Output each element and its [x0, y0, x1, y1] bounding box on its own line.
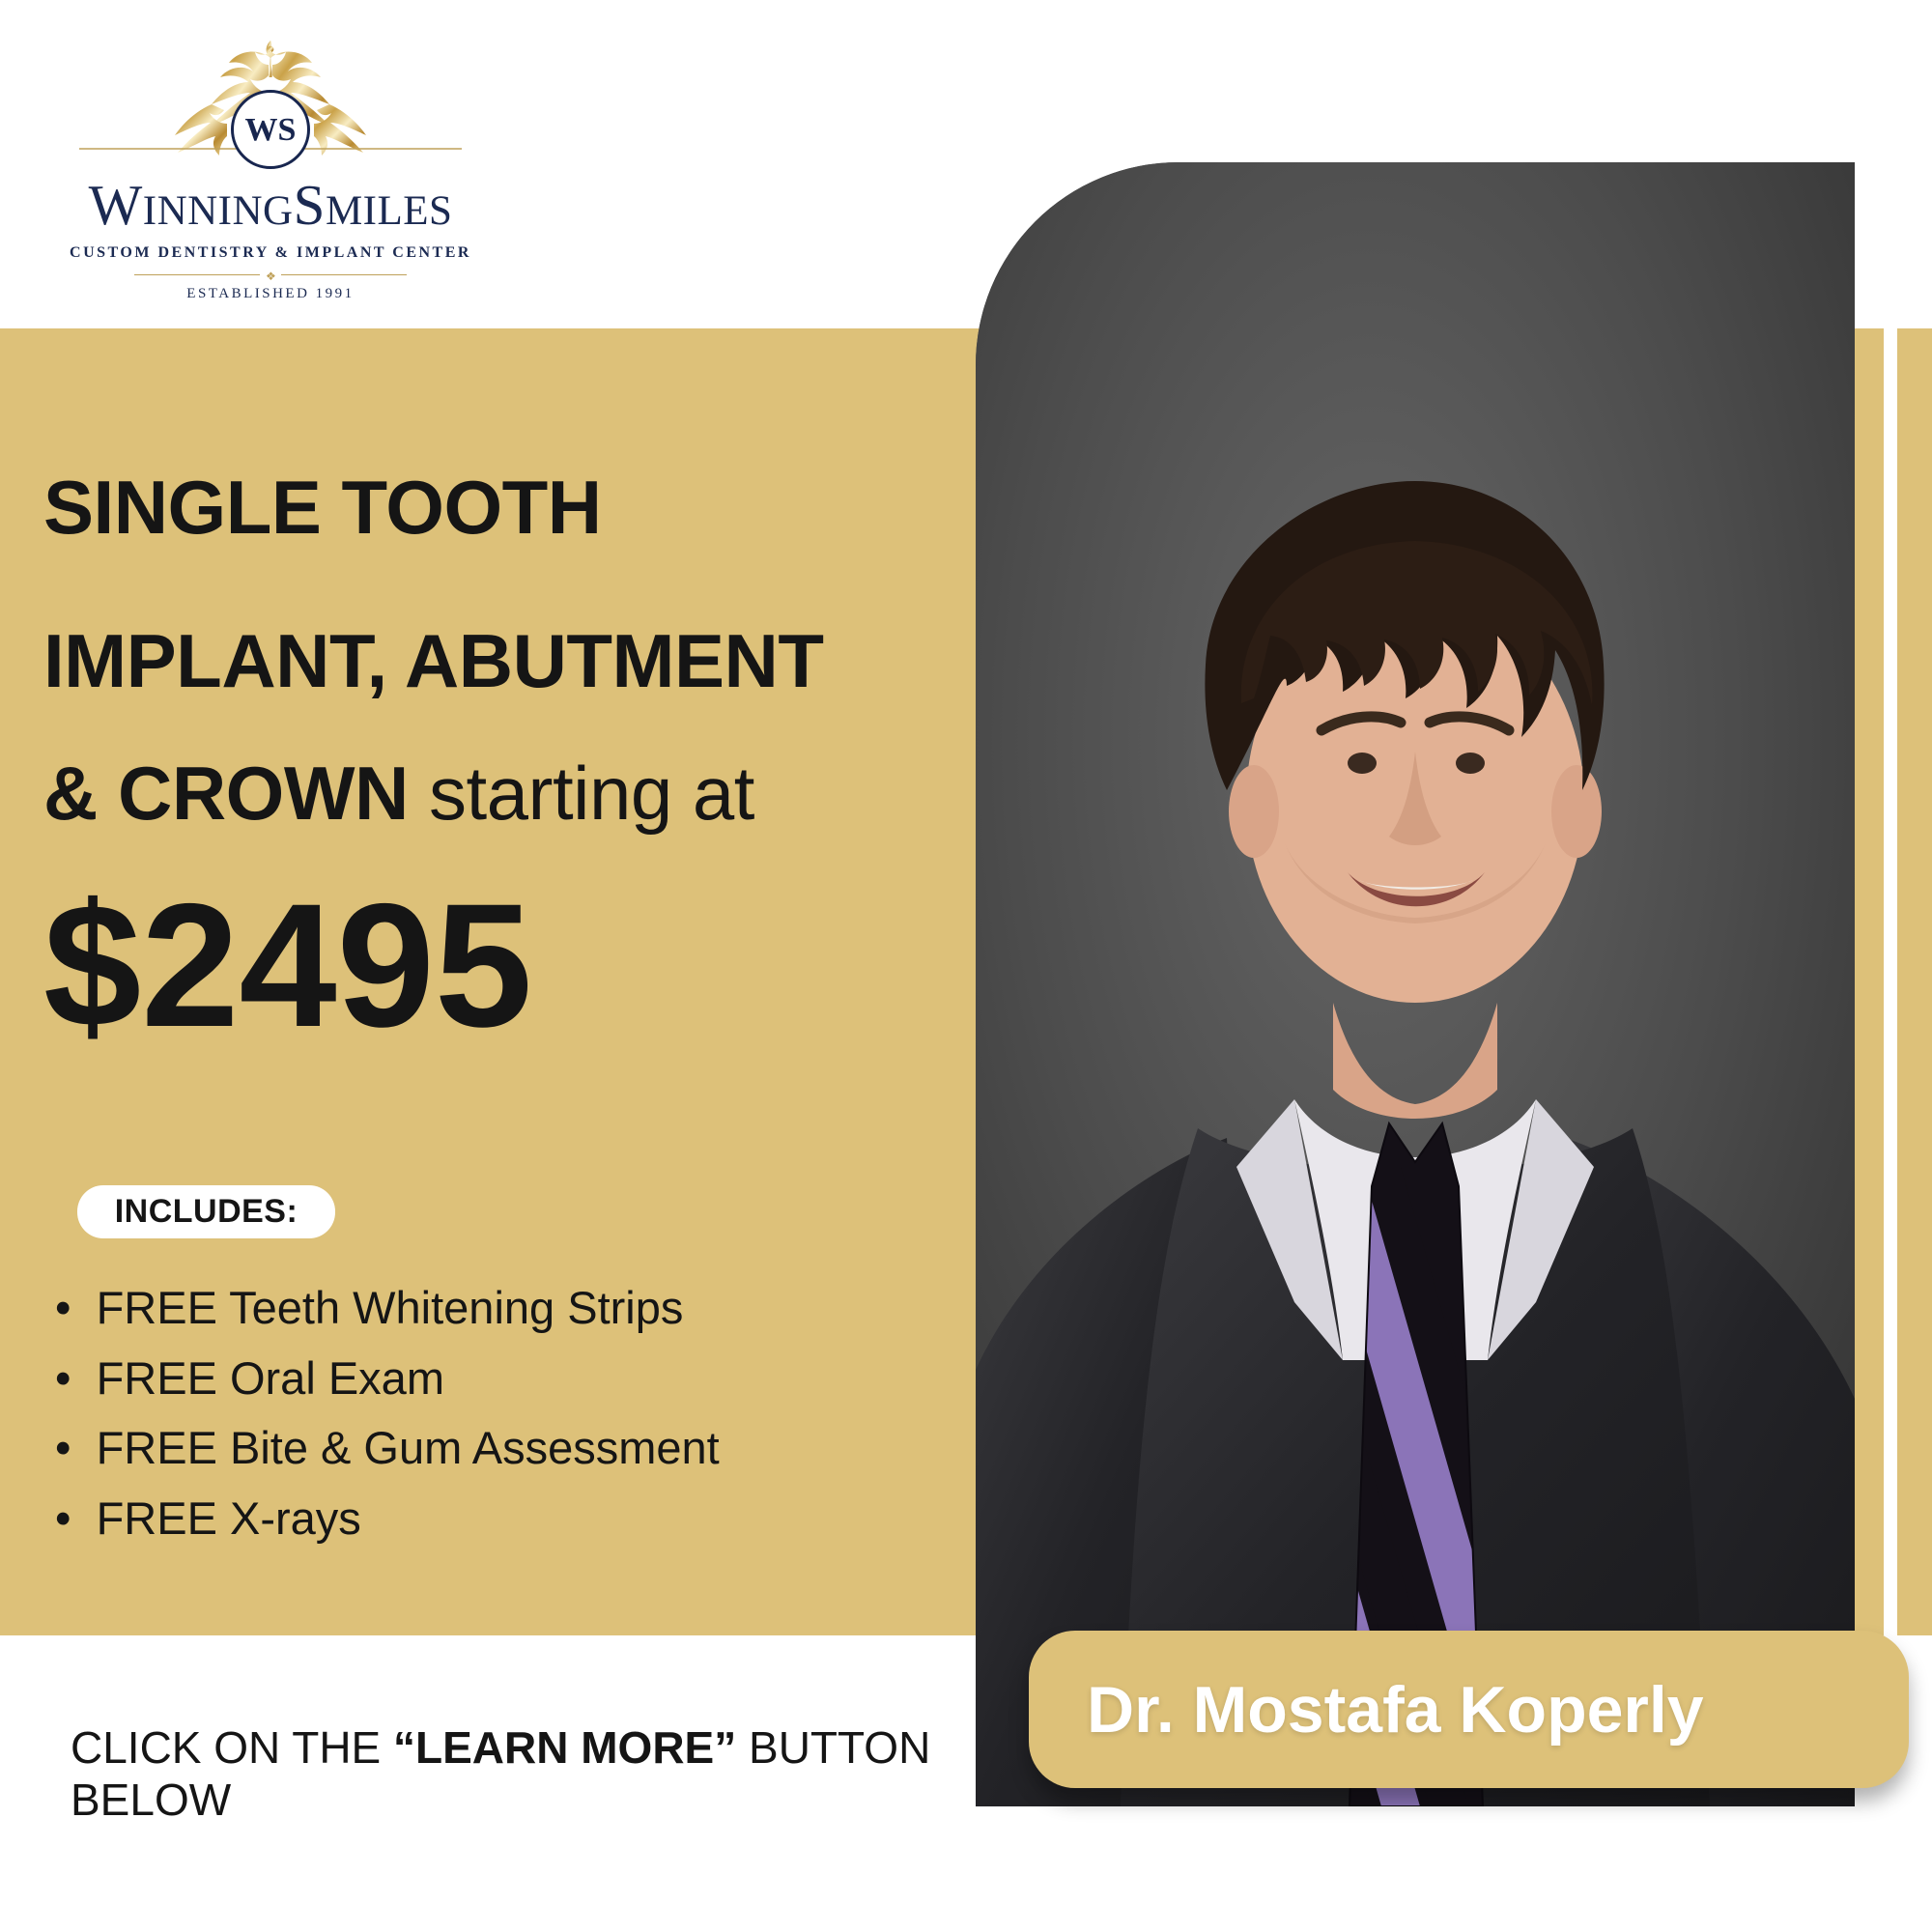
svg-text:WS: WS [245, 112, 297, 148]
